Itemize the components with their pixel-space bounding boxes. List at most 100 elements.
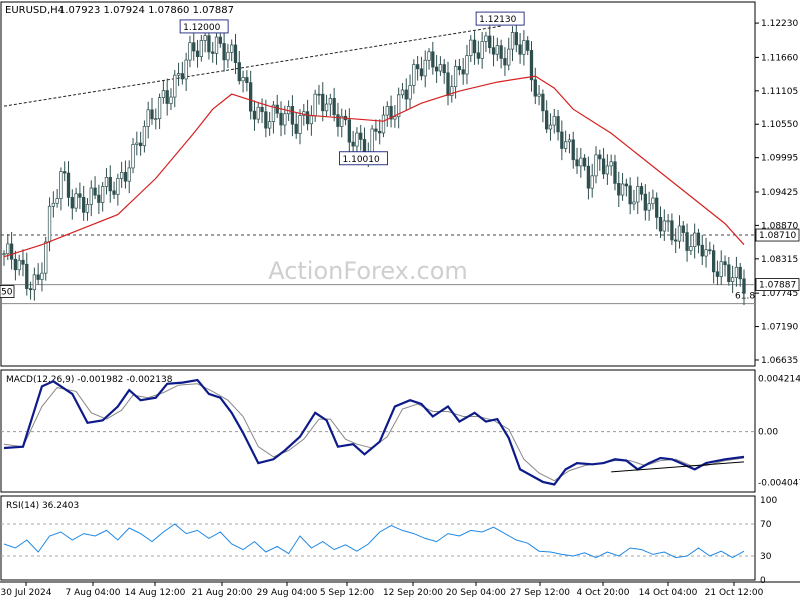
candle-body-108 [412,64,416,86]
candle-body-175 [666,220,670,223]
price-axis: 1.12230 1.11660 1.11105 1.10550 1.09995 1.094… [755,19,798,366]
annotation-label-1: 1.12130 [479,15,516,25]
macd-tick-1: 0.00 [758,428,778,438]
candle-body-69 [264,111,268,129]
time-tick-label-2: 14 Aug 12:00 [125,588,186,598]
price-tick-label-5: 1.09425 [761,188,798,198]
dotted-trend-line [3,25,502,107]
chart-frames [0,1,800,583]
candle-body-188 [715,271,720,277]
candle-body-157 [598,154,602,160]
candle-body-114 [434,66,439,72]
candle-body-36 [138,142,143,147]
candle-body-10 [40,272,44,280]
candle-body-163 [620,183,625,196]
candle-body-37 [142,126,147,147]
candle-body-133 [507,48,511,66]
candle-body-124 [472,39,477,54]
candle-body-26 [101,186,105,203]
panel-frame-1 [0,369,756,493]
macd-panel: MACD(12,26,9) -0.001982 -0.002138 0.00421… [1,375,800,489]
candle-body-100 [381,114,386,134]
candle-body-178 [677,225,682,242]
candle-body-190 [723,261,727,266]
candle-body-88 [336,114,340,127]
hline-label-2: 61.8 [735,292,755,302]
candle-body-68 [260,106,264,113]
candle-body-65 [249,82,253,112]
candle-body-134 [510,32,515,50]
candle-body-180 [685,232,689,251]
candle-body-22 [85,204,90,213]
candle-body-165 [628,185,632,205]
time-axis: 30 Jul 2024 7 Aug 04:00 14 Aug 12:00 21 Aug… [1,582,764,598]
candle-body-181 [689,246,693,251]
hline-tag-0: 1.08710 [755,228,800,242]
candle-body-32 [123,172,128,182]
chart-symbol: EURUSD,H4 [5,5,64,16]
candle-body-177 [674,239,678,242]
candle-body-179 [681,225,685,233]
candle-body-154 [586,165,591,189]
candle-body-72 [275,104,279,114]
candle-body-94 [359,132,363,140]
candle-body-43 [165,90,169,104]
candle-body-89 [340,115,344,127]
candle-body-182 [693,232,697,247]
candle-body-147 [560,131,564,149]
hline-tag-label-0: 1.08710 [759,231,796,241]
candle-body-186 [708,249,712,252]
candle-body-19 [74,193,78,209]
candle-body-121 [461,69,465,75]
candle-body-160 [609,161,613,167]
time-tick-label-6: 12 Sep 20:00 [383,588,443,598]
time-tick-label-1: 7 Aug 04:00 [66,588,121,598]
macd-tick-0: 0.004214 [758,375,800,385]
time-tick-label-9: 4 Oct 20:00 [577,588,630,598]
candle-body-161 [613,161,617,184]
rsi-tick-2: 30 [760,552,772,562]
candle-body-45 [173,74,177,98]
candle-body-87 [332,98,336,116]
candle-body-61 [233,44,238,63]
macd-line [3,378,745,486]
candle-body-48 [184,59,188,80]
candle-body-9 [36,274,40,280]
candle-body-174 [662,220,666,232]
candle-body-40 [154,118,158,120]
candle-body-116 [442,64,446,74]
time-tick-label-4: 29 Aug 04:00 [257,588,318,598]
candle-body-149 [567,139,572,143]
candle-body-150 [571,139,575,161]
candle-body-127 [484,35,488,42]
candle-body-189 [719,261,723,277]
candle-body-153 [582,157,587,167]
candle-body-66 [252,110,257,120]
hline-tag-box-1 [755,278,800,291]
candle-body-2 [9,243,14,260]
candle-body-64 [245,77,249,83]
candle-body-38 [146,109,150,127]
candle-body-6 [25,263,29,289]
candle-body-92 [351,141,355,147]
candle-body-86 [328,98,333,105]
rsi-tick-1: 70 [760,520,772,530]
candle-body-15 [59,171,63,199]
candle-body-71 [271,104,276,122]
candle-body-164 [624,183,629,187]
candle-body-112 [427,51,431,61]
candle-body-136 [518,44,522,55]
candle-body-54 [207,35,211,53]
candle-body-7 [28,288,33,291]
candle-body-120 [457,66,462,71]
candle-body-20 [78,193,82,198]
candle-body-172 [655,197,659,218]
candle-body-80 [305,111,310,125]
candle-body-3 [13,258,18,271]
price-tick-label-4: 1.09995 [761,154,798,164]
candle-body-67 [256,106,260,120]
candle-body-97 [370,128,374,153]
candle-body-194 [738,266,742,280]
price-annotation-0: 1.12000 [179,19,229,34]
candle-body-29 [112,190,116,195]
